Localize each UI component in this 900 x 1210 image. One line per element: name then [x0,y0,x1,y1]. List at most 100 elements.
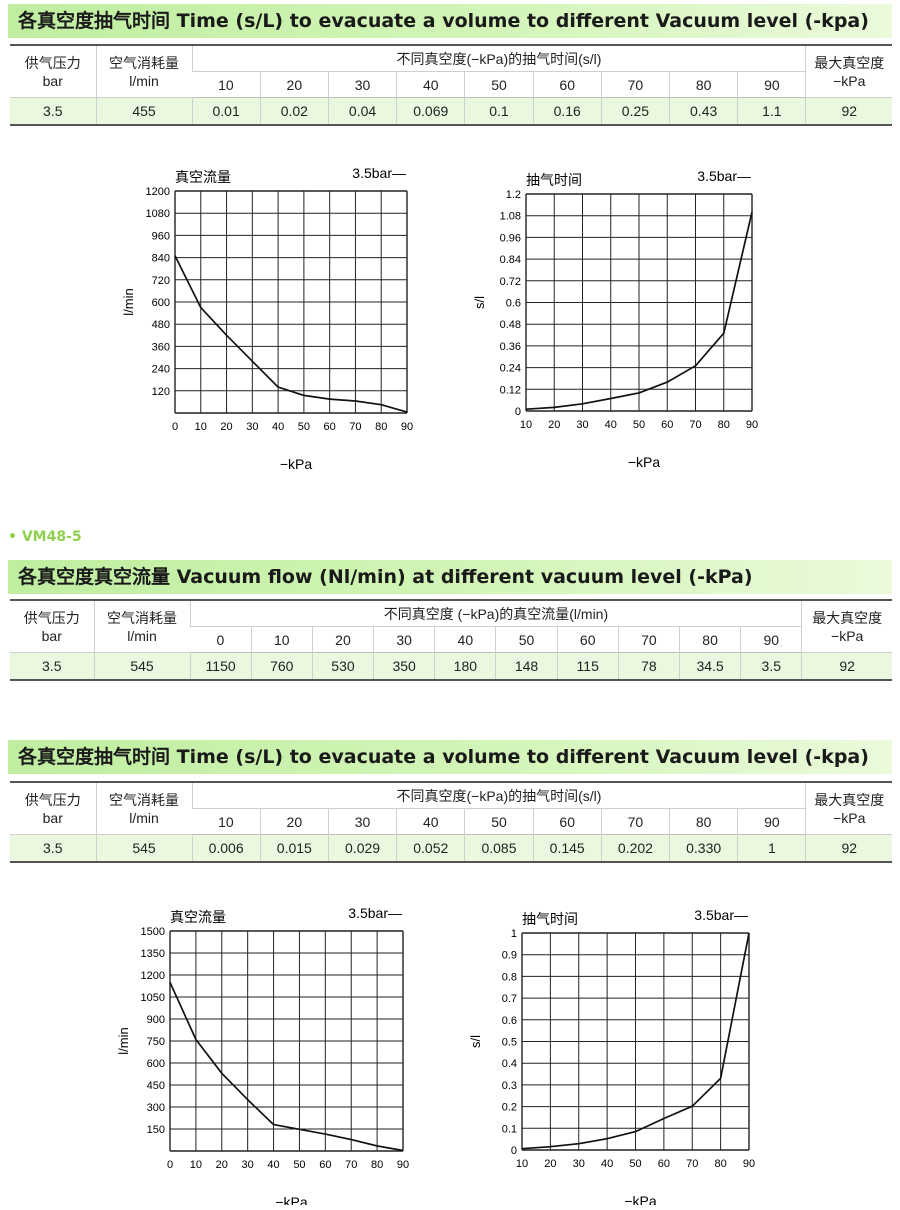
cell-value: 530 [311,652,374,680]
evacuation-time-table-1: 供气压力 bar 空气消耗量 l/min 不同真空度(−kPa)的抽气时间(s/l) 最大… [10,44,892,126]
chart-label: 抽气时间 [526,173,582,189]
series-line-3.5bar [174,255,408,413]
level-header: 30 [373,626,435,653]
section3-banner: 各真空度抽气时间 Time (s/L) to evacuate a volume… [8,740,892,774]
level-header: 10 [250,626,313,653]
y-tick-label: 120 [152,386,170,398]
x-tick-label: 40 [601,1158,613,1170]
cell-value: 0.1 [464,97,534,125]
level-header: 10 [218,76,234,93]
chart-legend: 3.5bar— [694,907,748,923]
cell-air: 545 [93,652,190,680]
x-tick-label: 70 [349,421,361,433]
x-tick-label: 30 [242,1159,254,1171]
y-tick-label: 1.2 [506,189,521,201]
y-tick-label: 1 [511,928,517,940]
x-tick-label: 0 [167,1159,173,1171]
level-header: 20 [311,626,374,653]
flow-chart-2: 150 300 450 600 750 900 1050 1200 1350 1500 0 10 20 3… [116,905,409,1205]
cell-value: 115 [556,652,619,680]
x-tick-label: 40 [272,421,284,433]
cell-value: 760 [250,652,313,680]
y-tick-label: 1500 [141,926,165,938]
x-tick-label: 90 [401,421,413,433]
y-tick-label: 0.96 [500,232,521,244]
cell-value: 0.43 [669,97,738,125]
y-tick-label: 0.7 [502,993,517,1005]
level-header: 20 [259,808,329,835]
col-max-vacuum: 最大真空度 −kPa [805,45,892,98]
y-tick-label: 1.08 [500,211,521,223]
x-tick-label: 10 [520,419,532,431]
level-header: 80 [669,71,738,98]
x-axis-label: −kPa [628,454,661,470]
x-tick-label: 60 [324,421,336,433]
cell-value: 1150 [189,652,252,680]
level-header: 70 [600,71,670,98]
series-line-3.5bar [521,932,750,1150]
vacuum-flow-table: 供气压力 bar 空气消耗量 l/min 不同真空度 (−kPa)的真空流量(l/min… [10,599,892,681]
level-header: 90 [737,71,806,98]
cell-value: 0.069 [396,97,465,125]
y-tick-label: 0.6 [506,298,521,310]
y-tick-label: 0.84 [500,254,521,266]
cell-value: 0.330 [669,834,738,862]
y-tick-label: 0.6 [502,1015,517,1027]
y-tick-label: 0.9 [502,950,517,962]
y-tick-label: 0.72 [500,276,521,288]
x-tick-label: 80 [371,1159,383,1171]
y-tick-label: 720 [152,275,170,287]
cell-air: 545 [95,834,192,862]
level-header: 30 [327,808,397,835]
x-tick-label: 50 [293,1159,305,1171]
cell-pressure: 3.5 [10,97,96,125]
cell-value: 350 [373,652,435,680]
x-tick-label: 60 [658,1158,670,1170]
y-tick-label: 1200 [146,186,170,198]
time-chart-1: 0 0.12 0.24 0.36 0.48 0.6 0.72 0.84 0.96 1.08 1.2 1… [472,168,758,470]
level-header: 0 [216,631,225,648]
col-pressure: 供气压力 bar [10,782,96,835]
level-header: 40 [434,626,496,653]
chart-legend: 3.5bar— [352,165,406,181]
y-tick-label: 750 [147,1036,165,1048]
col-air-consumption: 空气消耗量 l/min [93,600,190,653]
table-row: 3.5 545 1150 760 530 350 180 148 115 78 34.5 3.5 92 [10,652,892,680]
y-tick-label: 600 [152,297,170,309]
time-chart-2: 0 0.1 0.2 0.3 0.4 0.5 0.6 0.7 0.8 0.9 1 10 20 30 40 50 6… [468,907,755,1205]
x-tick-label: 70 [345,1159,357,1171]
evacuation-time-table-2: 供气压力 bar 空气消耗量 l/min 不同真空度(−kPa)的抽气时间(s/l) 最大… [10,781,892,863]
x-axis-label: −kPa [280,456,313,472]
cell-value: 1.1 [737,97,806,125]
y-axis-label: s/l [468,1035,483,1048]
level-header: 50 [464,808,534,835]
x-tick-label: 60 [661,419,673,431]
level-header: 50 [464,71,534,98]
cell-pressure: 3.5 [10,834,96,862]
chart-label: 抽气时间 [522,912,578,928]
y-tick-label: 0.48 [500,319,521,331]
col-group-header: 不同真空度(−kPa)的抽气时间(s/l) [191,45,806,72]
col-air-consumption: 空气消耗量 l/min [95,782,192,835]
x-tick-label: 40 [267,1159,279,1171]
x-tick-label: 60 [319,1159,331,1171]
y-axis-label: l/min [116,1027,131,1054]
x-axis-label: −kPa [275,1194,308,1205]
y-tick-label: 1350 [141,948,165,960]
cell-value: 0.02 [259,97,329,125]
y-tick-label: 900 [147,1014,165,1026]
cell-air: 455 [95,97,192,125]
y-tick-label: 0.4 [502,1058,517,1070]
model-label: • VM48-5 [8,529,82,545]
level-header: 70 [600,808,670,835]
level-header: 80 [669,808,738,835]
x-tick-label: 20 [544,1158,556,1170]
cell-value: 0.052 [396,834,465,862]
y-tick-label: 1080 [146,208,170,220]
x-axis-label: −kPa [624,1193,657,1205]
level-header: 10 [218,813,234,830]
chart-legend: 3.5bar— [697,168,751,184]
col-pressure: 供气压力 bar [10,45,96,98]
cell-value: 0.006 [191,834,261,862]
x-tick-label: 20 [216,1159,228,1171]
